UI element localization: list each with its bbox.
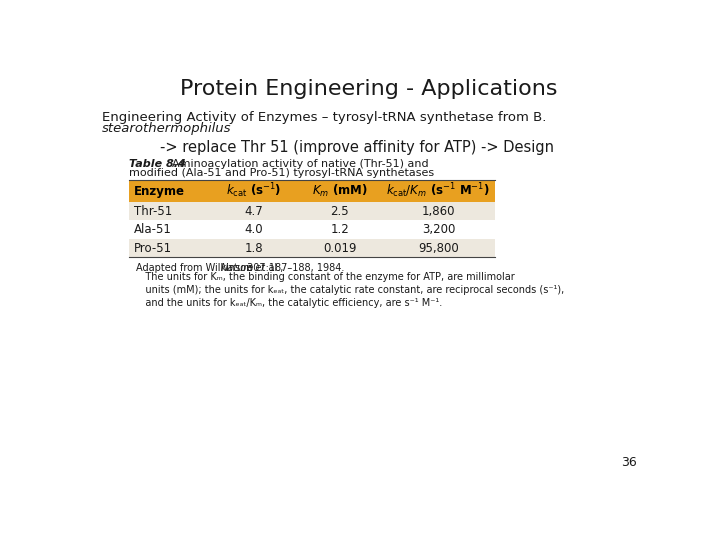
Text: 95,800: 95,800: [418, 241, 459, 254]
Text: modified (Ala-51 and Pro-51) tyrosyl-tRNA synthetases: modified (Ala-51 and Pro-51) tyrosyl-tRN…: [129, 168, 434, 178]
Text: Protein Engineering - Applications: Protein Engineering - Applications: [180, 79, 558, 99]
Text: Engineering Activity of Enzymes – tyrosyl-tRNA synthetase from B.: Engineering Activity of Enzymes – tyrosy…: [102, 111, 546, 124]
Text: Pro-51: Pro-51: [134, 241, 172, 254]
Bar: [129, 239, 495, 257]
Text: 3,200: 3,200: [422, 223, 455, 236]
Text: 307:187–188, 1984.: 307:187–188, 1984.: [244, 264, 345, 273]
Text: Thr-51: Thr-51: [134, 205, 172, 218]
Text: 2.5: 2.5: [330, 205, 349, 218]
Text: Table 8.4: Table 8.4: [129, 159, 186, 168]
Bar: [129, 220, 495, 239]
Bar: [129, 202, 495, 220]
Text: 4.7: 4.7: [244, 205, 263, 218]
Text: stearothermophilus: stearothermophilus: [102, 122, 231, 135]
Text: Enzyme: Enzyme: [134, 185, 185, 198]
Text: Adapted from Wilkinson et al.,: Adapted from Wilkinson et al.,: [137, 264, 287, 273]
Text: $k_{\rm cat}/K_m$ (s$^{-1}$ M$^{-1}$): $k_{\rm cat}/K_m$ (s$^{-1}$ M$^{-1}$): [387, 182, 490, 200]
Text: 0.019: 0.019: [323, 241, 356, 254]
Text: The units for Kₘ, the binding constant of the enzyme for ATP, are millimolar
   : The units for Kₘ, the binding constant o…: [137, 272, 564, 308]
Text: 1.2: 1.2: [330, 223, 349, 236]
Text: Ala-51: Ala-51: [134, 223, 172, 236]
Bar: [129, 180, 495, 202]
Text: Nature: Nature: [221, 264, 254, 273]
Text: $K_m$ (mM): $K_m$ (mM): [312, 183, 367, 199]
Text: 1.8: 1.8: [244, 241, 263, 254]
Text: 36: 36: [621, 456, 636, 469]
Text: -> replace Thr 51 (improve affinity for ATP) -> Design: -> replace Thr 51 (improve affinity for …: [160, 140, 554, 156]
Text: 1,860: 1,860: [422, 205, 455, 218]
Text: $k_{\rm cat}$ (s$^{-1}$): $k_{\rm cat}$ (s$^{-1}$): [226, 182, 282, 200]
Text: Aminoacylation activity of native (Thr-51) and: Aminoacylation activity of native (Thr-5…: [165, 159, 429, 168]
Text: 4.0: 4.0: [244, 223, 263, 236]
